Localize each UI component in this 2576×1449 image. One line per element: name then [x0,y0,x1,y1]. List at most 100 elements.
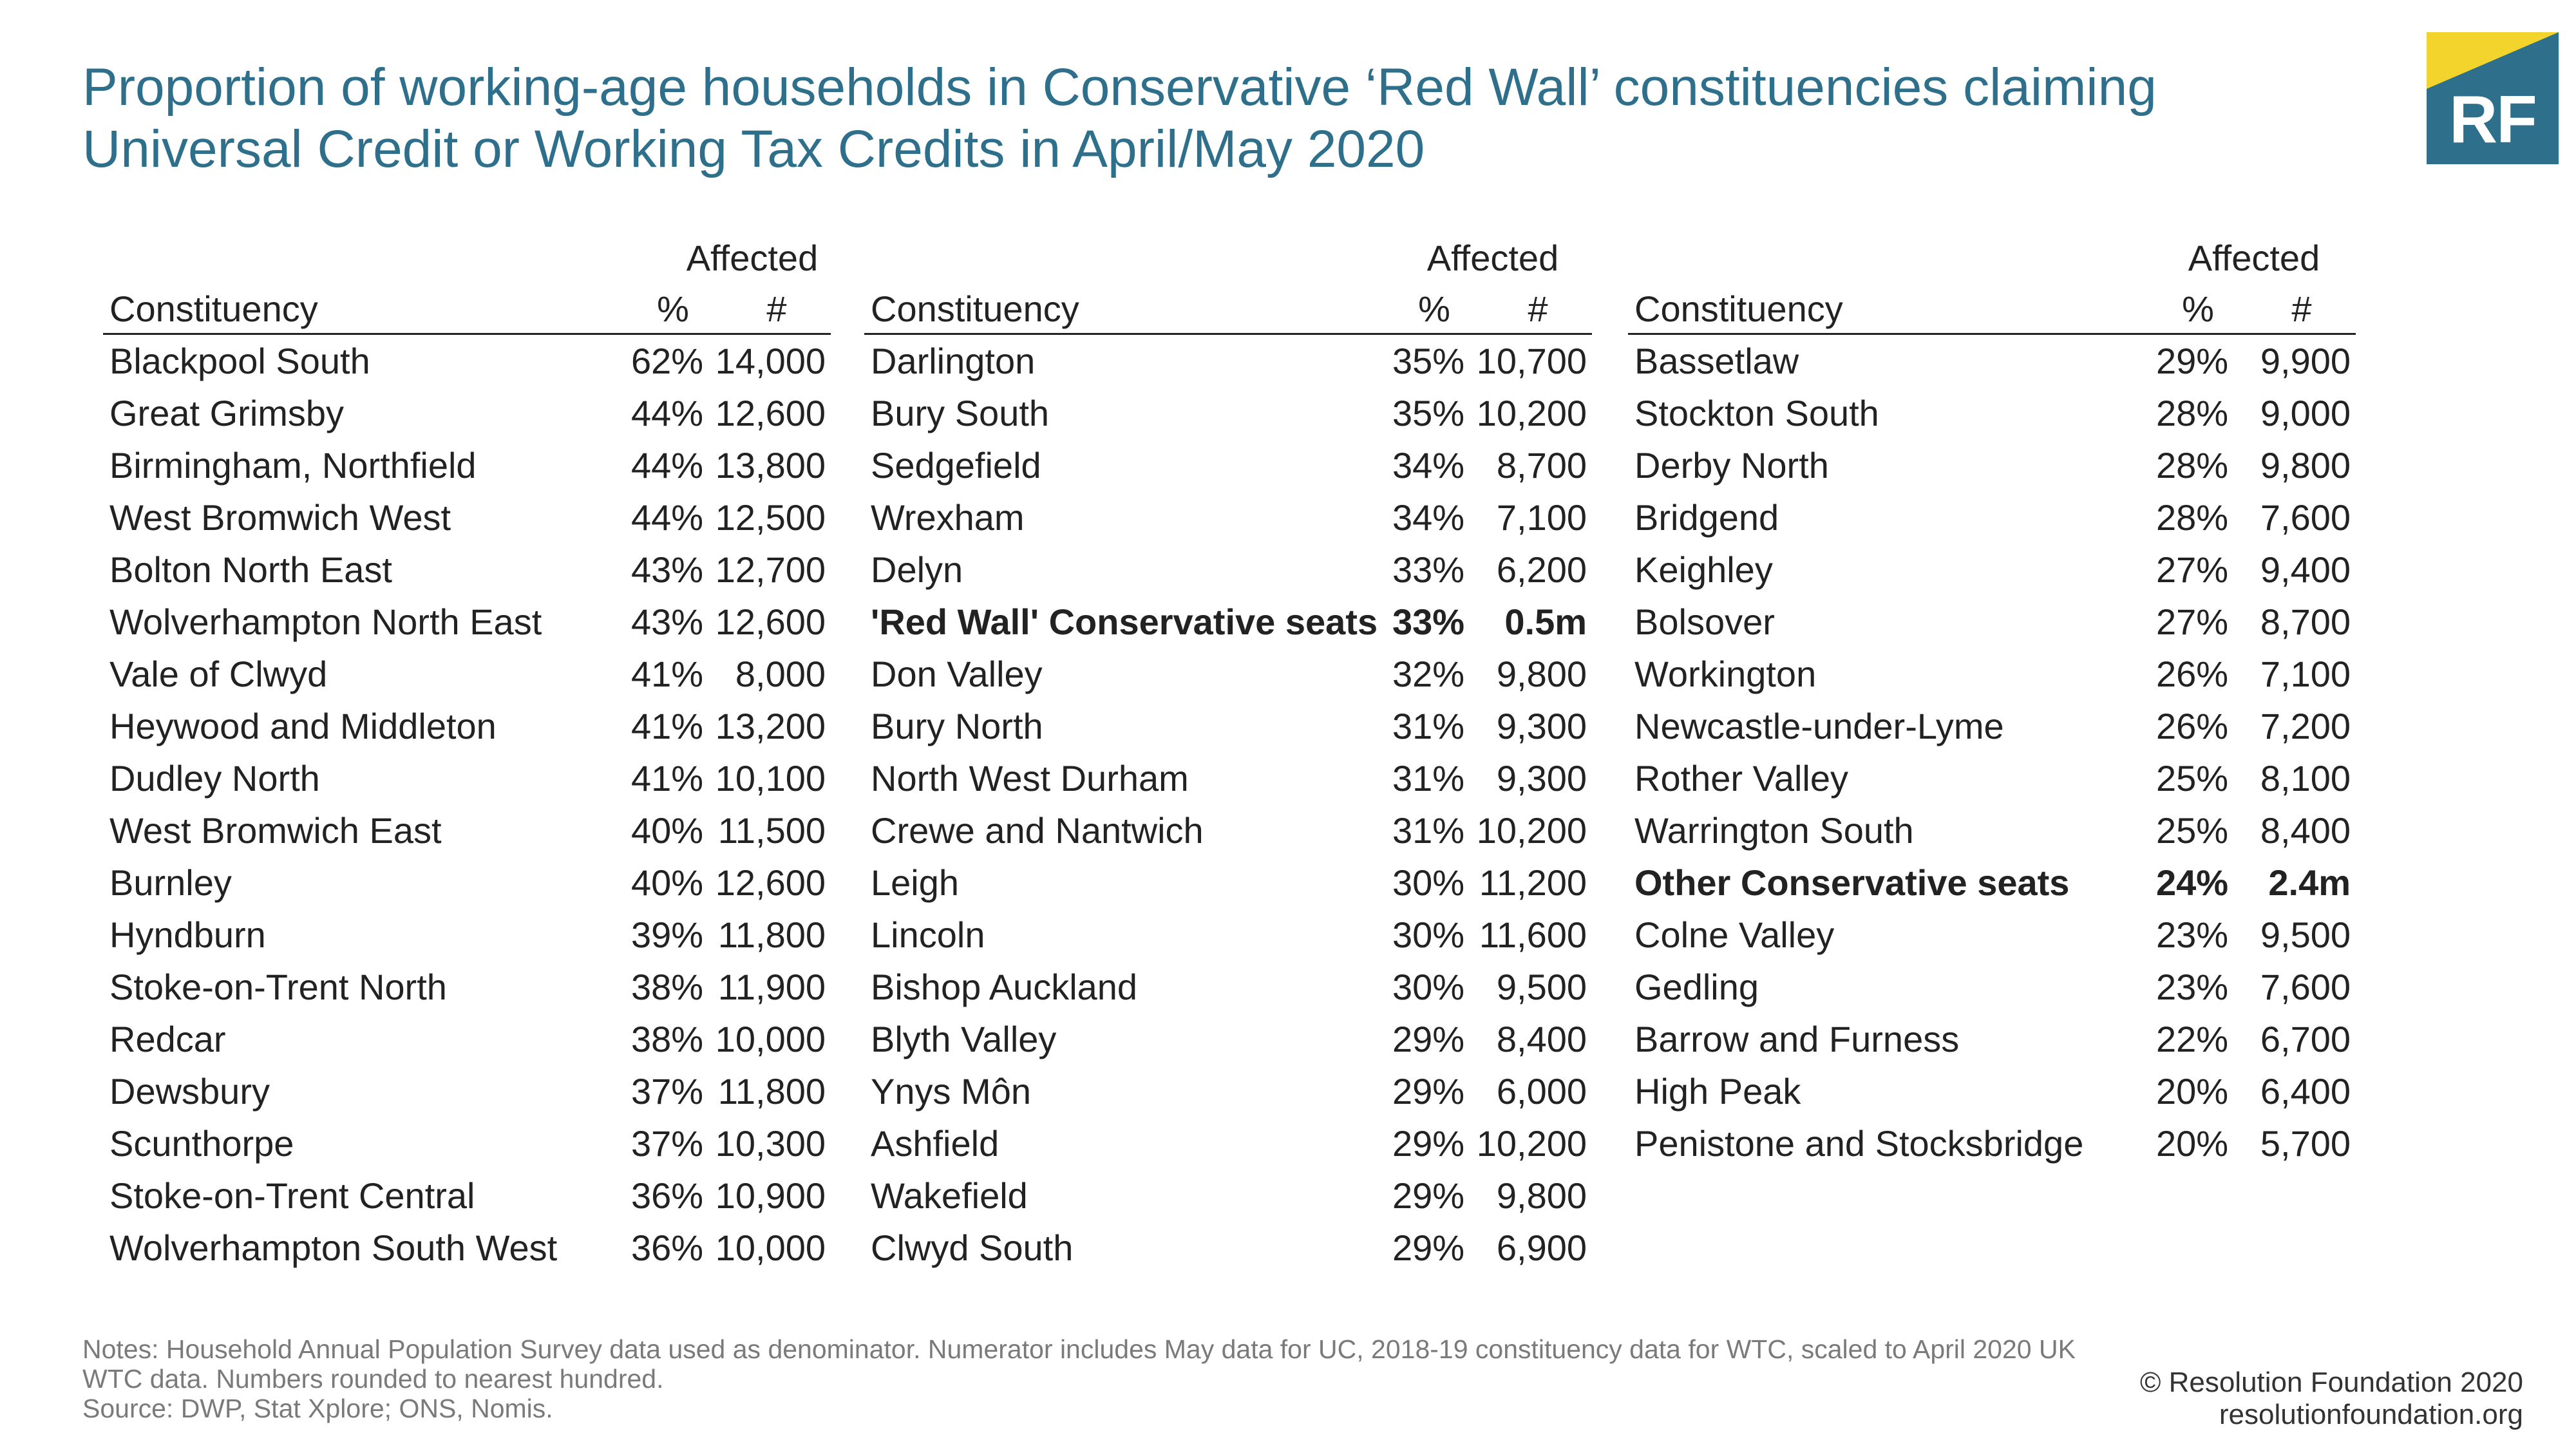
table-row: West Bromwich West 44% 12,500 [103,491,831,544]
percent-value: 30% [1392,914,1465,955]
constituency-name: Stoke-on-Trent Central [109,1175,475,1216]
constituency-name: Delyn [871,549,963,590]
constituency-name: Bury North [871,706,1043,746]
source-line: Source: DWP, Stat Xplore; ONS, Nomis. [82,1394,553,1423]
percent-value: 26% [2156,706,2229,746]
percent-value: 39% [631,914,704,955]
header-percent: % [1418,288,1450,329]
count-value: 10,000 [715,1019,826,1059]
percent-value: 33% [1392,549,1465,590]
table-row: Bury South 35% 10,200 [864,387,1592,439]
table-row: Hyndburn 39% 11,800 [103,909,831,961]
header-group: Affected [103,232,831,285]
notes: Notes: Household Annual Population Surve… [82,1334,2175,1423]
percent-value: 20% [2156,1123,2229,1164]
table-row: Gedling 23% 7,600 [1628,961,2356,1013]
count-value: 9,300 [1496,758,1587,799]
percent-value: 24% [2156,862,2229,903]
constituency-name: Colne Valley [1634,914,1835,955]
count-value: 9,500 [2260,914,2351,955]
count-value: 13,200 [715,706,826,746]
header-row: Constituency% # [1628,285,2356,335]
count-value: 6,400 [2260,1071,2351,1112]
constituency-name: Birmingham, Northfield [109,445,477,486]
constituency-name: Wolverhampton South West [109,1227,558,1268]
percent-value: 38% [631,967,704,1007]
percent-value: 30% [1392,862,1465,903]
percent-value: 43% [631,601,704,642]
percent-value: 35% [1392,341,1465,381]
table-row: Bishop Auckland 30% 9,500 [864,961,1592,1013]
percent-value: 36% [631,1227,704,1268]
count-value: 11,800 [717,914,826,955]
table-row: Great Grimsby 44% 12,600 [103,387,831,439]
count-value: 9,300 [1496,706,1587,746]
percent-value: 41% [631,654,704,694]
constituency-name: Clwyd South [871,1227,1074,1268]
count-value: 12,600 [715,393,826,433]
constituency-name: Ynys Môn [871,1071,1031,1112]
table-row: Darlington 35% 10,700 [864,335,1592,387]
count-value: 10,200 [1476,810,1587,851]
table-row: North West Durham 31% 9,300 [864,752,1592,804]
table-row: High Peak 20% 6,400 [1628,1065,2356,1117]
constituency-name: Keighley [1634,549,1773,590]
constituency-name: Heywood and Middleton [109,706,497,746]
percent-value: 31% [1392,810,1465,851]
table-1: Affected Constituency% # Blackpool South 62%… [103,232,831,1274]
count-value: 7,100 [1496,497,1587,538]
count-value: 9,800 [1496,654,1587,694]
table-row: Vale of Clwyd 41% 8,000 [103,648,831,700]
header-group: Affected [864,232,1592,285]
constituency-name: Don Valley [871,654,1043,694]
count-value: 11,600 [1479,914,1587,955]
percent-value: 20% [2156,1071,2229,1112]
percent-value: 28% [2156,497,2229,538]
constituency-name: Vale of Clwyd [109,654,328,694]
table-row: Ashfield 29% 10,200 [864,1117,1592,1170]
percent-value: 36% [631,1175,704,1216]
count-value: 9,000 [2260,393,2351,433]
constituency-name: Blyth Valley [871,1019,1057,1059]
percent-value: 44% [631,497,704,538]
header-affected: Affected [686,238,819,278]
table-row: Wolverhampton North East 43% 12,600 [103,596,831,648]
percent-value: 38% [631,1019,704,1059]
constituency-name: Warrington South [1634,810,1914,851]
table-row: Bassetlaw 29% 9,900 [1628,335,2356,387]
table-row: Ynys Môn 29% 6,000 [864,1065,1592,1117]
count-value: 8,700 [2260,601,2351,642]
count-value: 10,300 [715,1123,826,1164]
constituency-name: Newcastle-under-Lyme [1634,706,2004,746]
count-value: 7,200 [2260,706,2351,746]
chart-title: Proportion of working-age households in … [82,57,2304,180]
count-value: 9,800 [2260,445,2351,486]
constituency-name: Blackpool South [109,341,370,381]
constituency-name: Stoke-on-Trent North [109,967,447,1007]
percent-value: 44% [631,445,704,486]
constituency-name: Leigh [871,862,960,903]
table-row: Redcar 38% 10,000 [103,1013,831,1065]
constituency-name: Other Conservative seats [1634,862,2070,903]
percent-value: 28% [2156,445,2229,486]
count-value: 8,000 [735,654,826,694]
constituency-name: Burnley [109,862,232,903]
header-count: # [766,288,787,329]
summary-row: Other Conservative seats 24% 2.4m [1628,857,2356,909]
count-value: 12,600 [715,601,826,642]
constituency-name: Ashfield [871,1123,999,1164]
count-value: 7,600 [2260,967,2351,1007]
count-value: 12,500 [715,497,826,538]
header-count: # [1528,288,1548,329]
percent-value: 34% [1392,497,1465,538]
percent-value: 22% [2156,1019,2229,1059]
website: resolutionfoundation.org [2219,1399,2523,1430]
constituency-name: Gedling [1634,967,1759,1007]
count-value: 8,100 [2260,758,2351,799]
percent-value: 27% [2156,549,2229,590]
table-row: Wolverhampton South West 36% 10,000 [103,1222,831,1274]
percent-value: 25% [2156,810,2229,851]
constituency-name: Sedgefield [871,445,1041,486]
constituency-name: North West Durham [871,758,1189,799]
table-row: West Bromwich East 40% 11,500 [103,804,831,857]
